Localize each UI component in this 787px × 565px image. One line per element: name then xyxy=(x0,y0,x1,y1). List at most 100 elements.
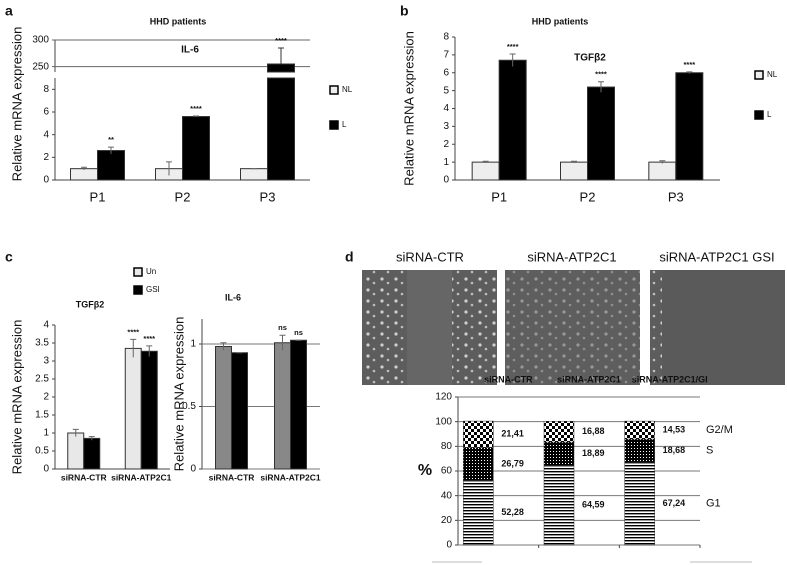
bar-segment xyxy=(624,420,655,440)
y-tick-label: 4 xyxy=(43,129,49,140)
x-tick-label: siRNA-CTR xyxy=(209,472,255,482)
error-bar xyxy=(278,47,284,64)
bar-segment xyxy=(463,480,494,546)
bar xyxy=(560,161,588,181)
bar xyxy=(498,59,527,181)
legend-label: NL xyxy=(342,85,353,94)
y-tick-label: 0 xyxy=(443,175,449,186)
panel-letter: d xyxy=(345,249,354,265)
micrographs: siRNA-CTR siRNA-ATP2C1 siRNA-ATP2C1 GSI xyxy=(362,249,785,385)
y-axis-label: Relative mRNA expression xyxy=(171,317,186,472)
bar xyxy=(471,161,500,181)
value-label: 52,28 xyxy=(501,507,524,517)
category-header: siRNA-CTR xyxy=(484,374,533,384)
bar xyxy=(124,347,142,470)
error-bar xyxy=(146,345,153,357)
y-tick-label: 300 xyxy=(32,35,49,46)
legend-label: NL xyxy=(767,70,778,79)
legend-swatch xyxy=(754,70,764,80)
value-label: 67,24 xyxy=(663,498,686,508)
value-label: 14,53 xyxy=(663,424,686,434)
y-tick-label: 1 xyxy=(43,428,49,439)
cell-layer xyxy=(650,270,662,385)
legend-swatch xyxy=(133,285,143,295)
panel-letter: c xyxy=(5,249,13,265)
y-tick-label: 0 xyxy=(43,175,49,186)
bar xyxy=(182,116,210,181)
y-tick-label: 2 xyxy=(43,152,49,163)
x-tick-label: siRNA-ATP2C1 xyxy=(111,472,172,482)
significance-label: **** xyxy=(275,36,287,45)
y-tick-label: 1 xyxy=(443,157,449,168)
image-caption: siRNA-ATP2C1 GSI xyxy=(659,249,774,264)
legend-label: S xyxy=(706,444,713,456)
significance-label: **** xyxy=(595,70,607,79)
y-tick-label: 8 xyxy=(443,32,449,43)
error-bar xyxy=(509,53,516,67)
category-header: siRNA-ATP2C1/GI xyxy=(632,374,708,384)
y-axis-label: Relative mRNA expression xyxy=(9,27,24,182)
x-tick-label: siRNA-ATP2C1 xyxy=(260,472,321,482)
bar xyxy=(675,72,704,181)
y-tick-label: 4 xyxy=(443,103,449,114)
significance-label: **** xyxy=(143,334,155,343)
y-tick-label: 8 xyxy=(43,84,49,95)
error-bar xyxy=(130,338,137,358)
error-bar xyxy=(166,161,172,176)
legend-label: Un xyxy=(146,267,156,276)
value-label: 64,59 xyxy=(582,500,605,510)
y-tick-label: 120 xyxy=(435,392,452,403)
y-tick-label: 40 xyxy=(441,490,453,501)
chart-label: IL-6 xyxy=(181,45,199,56)
y-tick-label: 2.5 xyxy=(35,374,49,385)
significance-label: **** xyxy=(507,42,519,51)
value-label: 16,88 xyxy=(582,426,605,436)
chart-title: HHD patients xyxy=(532,16,589,26)
y-tick-label: 3 xyxy=(443,121,449,132)
significance-label: ** xyxy=(108,135,114,144)
error-bar xyxy=(279,334,286,351)
cell-layer xyxy=(362,270,407,385)
significance-label: **** xyxy=(127,327,139,336)
value-label: 18,89 xyxy=(582,448,605,458)
x-tick-label: P3 xyxy=(260,189,276,204)
chart-title: HHD patients xyxy=(150,16,207,26)
error-bar xyxy=(686,71,693,74)
legend-label: L xyxy=(342,120,347,129)
y-tick-label: 0.5 xyxy=(182,401,196,412)
value-label: 18,68 xyxy=(663,445,686,455)
image-caption: siRNA-ATP2C1 xyxy=(527,249,616,264)
y-axis-label: Relative mRNA expression xyxy=(401,31,416,186)
significance-label: ns xyxy=(278,323,287,332)
y-tick-label: 3.5 xyxy=(35,338,49,349)
bar-segment xyxy=(463,420,494,448)
bar xyxy=(267,77,295,181)
chart-title: IL-6 xyxy=(225,292,241,302)
bar xyxy=(67,432,85,470)
y-tick-label: 3 xyxy=(43,356,49,367)
legend-swatch xyxy=(329,120,339,130)
bar xyxy=(240,168,268,181)
y-tick-label: 80 xyxy=(441,441,453,452)
bar-segment xyxy=(543,420,575,443)
error-bar xyxy=(598,81,604,93)
y-axis-label: Relative mRNA expression xyxy=(9,320,24,475)
bar xyxy=(140,350,158,470)
legend-swatch xyxy=(329,85,339,95)
y-tick-label: 1 xyxy=(190,339,196,350)
legend-label: GSI xyxy=(146,285,160,294)
micrograph xyxy=(650,270,785,385)
error-bar xyxy=(482,160,489,164)
x-tick-label: P3 xyxy=(668,189,684,204)
legend-label: G1 xyxy=(706,497,721,509)
bar xyxy=(83,437,101,470)
y-tick-label: 5 xyxy=(443,85,449,96)
y-tick-label: 0 xyxy=(446,540,452,551)
panel-letter: a xyxy=(5,3,13,19)
bar xyxy=(587,86,615,181)
significance-label: **** xyxy=(190,104,202,113)
x-tick-label: P1 xyxy=(90,189,106,204)
bar xyxy=(70,168,98,181)
y-tick-label: 100 xyxy=(435,416,452,427)
